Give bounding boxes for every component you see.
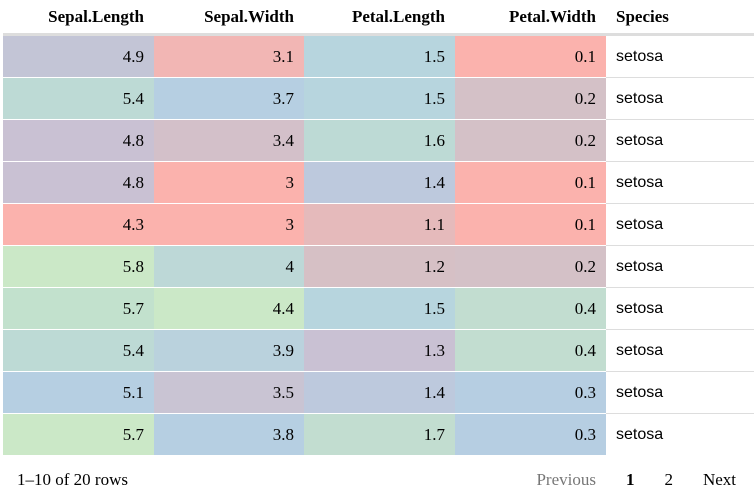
cell-petal-length: 1.5 (304, 288, 455, 330)
column-header-species[interactable]: Species (606, 0, 754, 35)
column-header-sepal-width[interactable]: Sepal.Width (154, 0, 304, 35)
cell-sepal-length: 5.1 (3, 372, 154, 414)
cell-sepal-length: 5.4 (3, 330, 154, 372)
page-button-1[interactable]: 1 (626, 470, 635, 490)
cell-petal-length: 1.6 (304, 120, 455, 162)
table-body: 4.9 3.1 1.5 0.1 setosa 5.4 3.7 1.5 0.2 setosa 4.8 3… (3, 35, 754, 456)
cell-sepal-length: 4.3 (3, 204, 154, 246)
table-row[interactable]: 5.7 4.4 1.5 0.4 setosa (3, 288, 754, 330)
cell-sepal-width: 4.4 (154, 288, 304, 330)
cell-sepal-width: 3.7 (154, 78, 304, 120)
next-button[interactable]: Next (703, 470, 736, 490)
previous-button[interactable]: Previous (536, 470, 596, 490)
cell-sepal-width: 3.4 (154, 120, 304, 162)
cell-petal-width: 0.2 (455, 78, 606, 120)
column-header-petal-length[interactable]: Petal.Length (304, 0, 455, 35)
table-row[interactable]: 5.4 3.7 1.5 0.2 setosa (3, 78, 754, 120)
data-table: Sepal.Length Sepal.Width Petal.Length Petal… (3, 0, 754, 455)
table-row[interactable]: 5.8 4 1.2 0.2 setosa (3, 246, 754, 288)
cell-petal-length: 1.2 (304, 246, 455, 288)
cell-petal-width: 0.3 (455, 372, 606, 414)
cell-sepal-width: 3.1 (154, 35, 304, 78)
table-row[interactable]: 4.8 3 1.4 0.1 setosa (3, 162, 754, 204)
table-row[interactable]: 4.8 3.4 1.6 0.2 setosa (3, 120, 754, 162)
cell-petal-length: 1.3 (304, 330, 455, 372)
cell-sepal-length: 5.7 (3, 414, 154, 456)
cell-petal-width: 0.4 (455, 288, 606, 330)
cell-petal-length: 1.5 (304, 35, 455, 78)
cell-petal-width: 0.1 (455, 162, 606, 204)
table-header: Sepal.Length Sepal.Width Petal.Length Petal… (3, 0, 754, 35)
cell-species: setosa (606, 35, 754, 78)
rows-info: 1–10 of 20 rows (17, 470, 128, 490)
cell-sepal-width: 3.9 (154, 330, 304, 372)
cell-petal-width: 0.4 (455, 330, 606, 372)
cell-sepal-width: 3.5 (154, 372, 304, 414)
cell-species: setosa (606, 288, 754, 330)
cell-sepal-length: 4.8 (3, 162, 154, 204)
cell-species: setosa (606, 246, 754, 288)
cell-species: setosa (606, 120, 754, 162)
cell-sepal-width: 4 (154, 246, 304, 288)
table-row[interactable]: 5.4 3.9 1.3 0.4 setosa (3, 330, 754, 372)
cell-species: setosa (606, 330, 754, 372)
cell-petal-length: 1.5 (304, 78, 455, 120)
header-row: Sepal.Length Sepal.Width Petal.Length Petal… (3, 0, 754, 35)
cell-petal-width: 0.1 (455, 35, 606, 78)
cell-petal-length: 1.7 (304, 414, 455, 456)
cell-sepal-length: 5.7 (3, 288, 154, 330)
table-row[interactable]: 5.1 3.5 1.4 0.3 setosa (3, 372, 754, 414)
table-row[interactable]: 4.9 3.1 1.5 0.1 setosa (3, 35, 754, 78)
cell-sepal-length: 5.8 (3, 246, 154, 288)
table-row[interactable]: 5.7 3.8 1.7 0.3 setosa (3, 414, 754, 456)
cell-petal-width: 0.2 (455, 246, 606, 288)
cell-sepal-length: 5.4 (3, 78, 154, 120)
cell-sepal-width: 3.8 (154, 414, 304, 456)
cell-petal-width: 0.3 (455, 414, 606, 456)
cell-sepal-width: 3 (154, 162, 304, 204)
cell-species: setosa (606, 204, 754, 246)
column-header-sepal-length[interactable]: Sepal.Length (3, 0, 154, 35)
cell-sepal-length: 4.8 (3, 120, 154, 162)
cell-sepal-width: 3 (154, 204, 304, 246)
cell-petal-length: 1.4 (304, 372, 455, 414)
table-row[interactable]: 4.3 3 1.1 0.1 setosa (3, 204, 754, 246)
column-header-petal-width[interactable]: Petal.Width (455, 0, 606, 35)
cell-species: setosa (606, 162, 754, 204)
cell-petal-width: 0.2 (455, 120, 606, 162)
cell-species: setosa (606, 372, 754, 414)
cell-petal-length: 1.1 (304, 204, 455, 246)
cell-species: setosa (606, 78, 754, 120)
page-button-2[interactable]: 2 (664, 470, 673, 490)
cell-sepal-length: 4.9 (3, 35, 154, 78)
cell-petal-length: 1.4 (304, 162, 455, 204)
cell-petal-width: 0.1 (455, 204, 606, 246)
cell-species: setosa (606, 414, 754, 456)
